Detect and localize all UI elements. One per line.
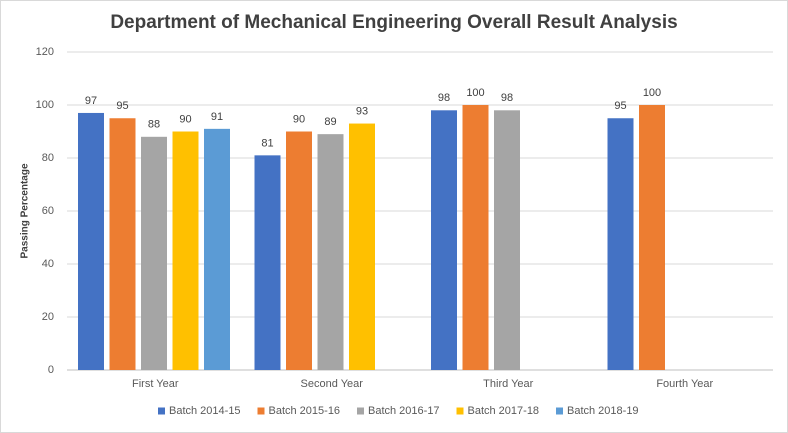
y-tick-label: 20 (42, 311, 54, 323)
bar (462, 105, 489, 370)
bar (141, 136, 167, 370)
y-tick-label: 100 (36, 99, 54, 111)
legend-label: Batch 2017-18 (468, 405, 540, 417)
y-tick-label: 80 (42, 152, 54, 164)
x-tick-label: First Year (132, 378, 179, 390)
y-tick-label: 60 (42, 205, 54, 217)
value-label: 89 (324, 116, 336, 128)
bar (254, 155, 281, 370)
y-tick-label: 120 (36, 46, 54, 58)
bar (78, 112, 104, 370)
legend-swatch (158, 407, 165, 415)
x-tick-label: Second Year (301, 378, 364, 390)
bar (204, 128, 230, 370)
legend-swatch (456, 407, 464, 415)
value-label: 100 (466, 87, 484, 99)
bar (109, 118, 136, 370)
bar (317, 134, 344, 370)
bar (349, 123, 375, 370)
value-label: 88 (148, 119, 160, 131)
y-tick-label: 40 (42, 258, 54, 270)
value-label: 98 (501, 92, 513, 104)
bar (494, 110, 520, 371)
bar (607, 118, 634, 370)
value-label: 95 (116, 100, 128, 112)
value-label: 90 (293, 113, 305, 125)
legend-swatch (257, 407, 265, 415)
value-label: 97 (85, 95, 97, 107)
value-label: 90 (179, 113, 191, 125)
chart-title: Department of Mechanical Engineering Ove… (110, 12, 677, 33)
legend-swatch (357, 407, 364, 415)
value-label: 98 (438, 92, 450, 104)
value-label: 81 (261, 137, 273, 149)
value-label: 93 (356, 105, 368, 117)
legend-label: Batch 2015-16 (269, 405, 341, 417)
bar (172, 131, 199, 370)
bar (639, 105, 665, 370)
y-axis-label: Passing Percentage (20, 163, 31, 258)
value-label: 91 (211, 111, 223, 123)
legend-label: Batch 2016-17 (368, 405, 440, 417)
value-label: 95 (614, 100, 626, 112)
bar (286, 131, 312, 370)
x-tick-label: Third Year (483, 378, 533, 390)
legend-label: Batch 2018-19 (567, 405, 639, 417)
value-label: 100 (643, 87, 661, 99)
legend-swatch (556, 407, 563, 415)
bar (431, 110, 457, 371)
y-tick-label: 0 (48, 364, 54, 376)
legend-label: Batch 2014-15 (169, 405, 241, 417)
x-tick-label: Fourth Year (656, 378, 713, 390)
